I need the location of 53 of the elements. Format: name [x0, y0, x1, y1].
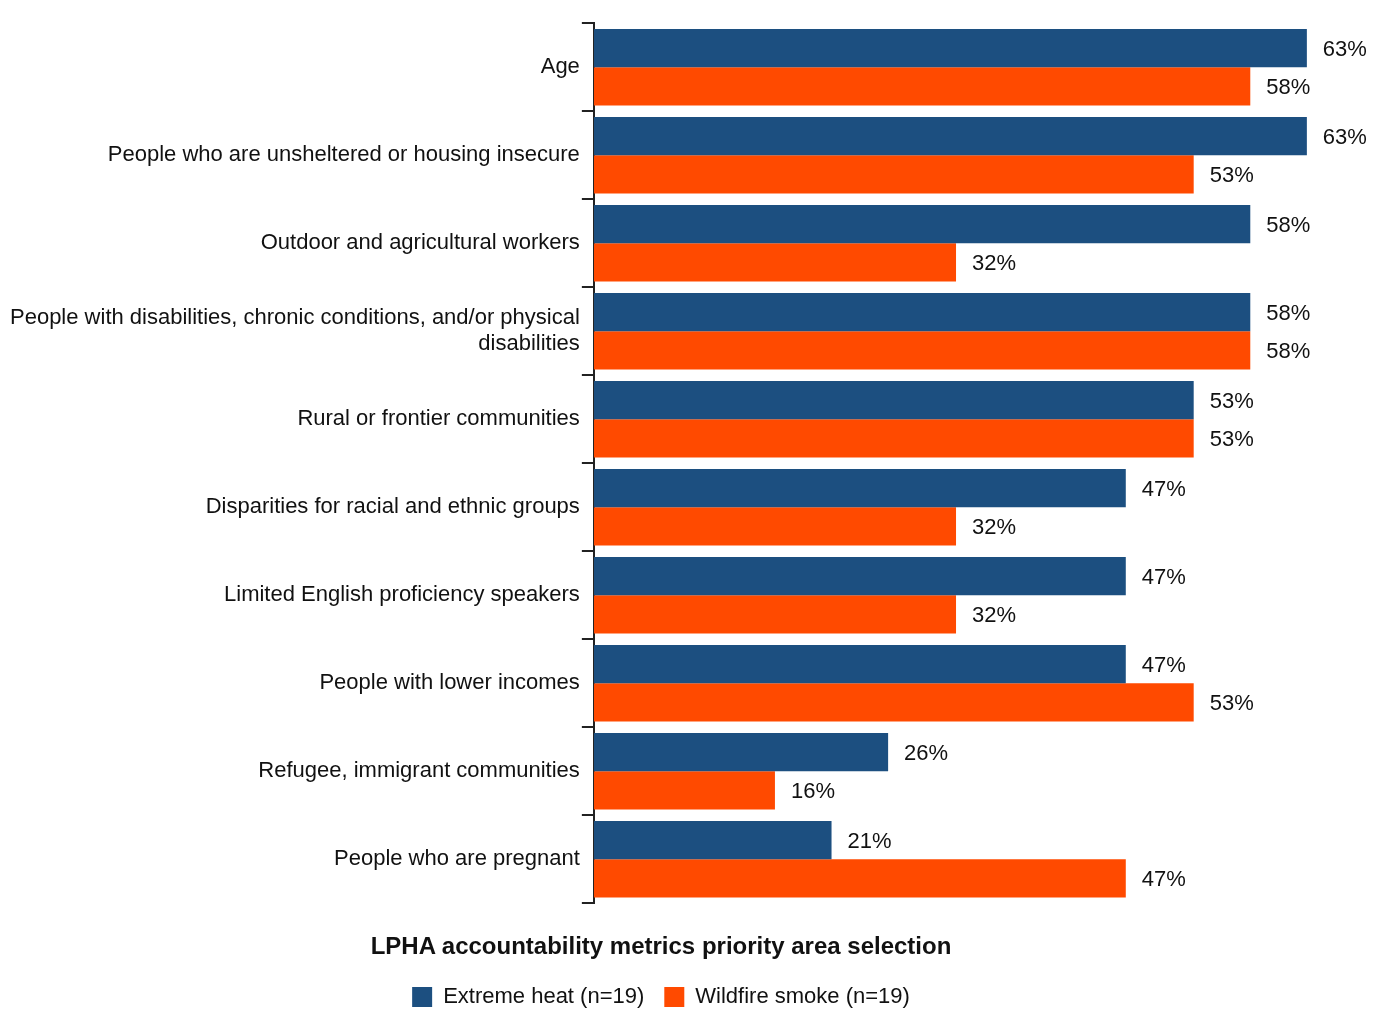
bar	[593, 331, 1251, 370]
bar	[593, 116, 1307, 156]
bar	[593, 683, 1194, 722]
data-label: 58%	[1266, 212, 1311, 238]
data-label: 53%	[1209, 690, 1254, 716]
bar	[593, 595, 957, 634]
data-label: 53%	[1209, 426, 1254, 452]
data-label: 47%	[1141, 866, 1186, 892]
y-tick-label: Age	[540, 53, 580, 79]
data-label: 53%	[1209, 162, 1254, 188]
data-label: 58%	[1266, 338, 1311, 364]
data-label: 63%	[1322, 36, 1367, 62]
bar	[593, 380, 1194, 420]
bar	[593, 292, 1251, 332]
bar	[593, 468, 1126, 508]
y-tick-label: People with lower incomes	[319, 669, 580, 695]
data-label: 53%	[1209, 388, 1254, 414]
bar	[593, 820, 832, 860]
bar	[593, 243, 957, 282]
bar	[593, 556, 1126, 596]
bar	[593, 204, 1251, 244]
data-label: 47%	[1141, 476, 1186, 502]
text: LPHA accountability metrics priority area selection	[370, 932, 952, 960]
y-tick-label: Disparities for racial and ethnic groups	[205, 493, 580, 519]
y-tick-label: People who are pregnant	[334, 845, 580, 871]
data-label: 58%	[1266, 74, 1311, 100]
data-label: 58%	[1266, 300, 1311, 326]
bar	[593, 419, 1194, 458]
y-tick-label: Outdoor and agricultural workers	[260, 229, 580, 255]
data-label: 47%	[1141, 652, 1186, 678]
data-label: 21%	[847, 828, 892, 854]
legend-label: Wildfire smoke (n=19)	[695, 983, 910, 1009]
data-label: 16%	[790, 778, 835, 804]
y-tick-label: Rural or frontier communities	[297, 405, 580, 431]
y-tick-label: Refugee, immigrant communities	[258, 757, 580, 783]
bar	[593, 859, 1126, 898]
bar	[593, 28, 1307, 68]
y-tick-label: People with disabilities, chronic conditions, and/or physical disabilities	[9, 304, 580, 356]
bar	[593, 644, 1126, 684]
data-label: 32%	[972, 602, 1017, 628]
data-label: 47%	[1141, 564, 1186, 590]
bar	[593, 771, 775, 810]
bar	[593, 507, 957, 546]
y-tick-label: People who are unsheltered or housing insecure	[107, 141, 580, 167]
y-tick-label: Limited English proficiency speakers	[224, 581, 580, 607]
bar	[593, 155, 1194, 194]
data-label: 32%	[972, 250, 1017, 276]
data-label: 63%	[1322, 124, 1367, 150]
data-label: 26%	[904, 740, 949, 766]
bar	[593, 732, 889, 772]
legend-label: Extreme heat (n=19)	[443, 983, 645, 1009]
data-label: 32%	[972, 514, 1017, 540]
bar	[593, 67, 1251, 106]
